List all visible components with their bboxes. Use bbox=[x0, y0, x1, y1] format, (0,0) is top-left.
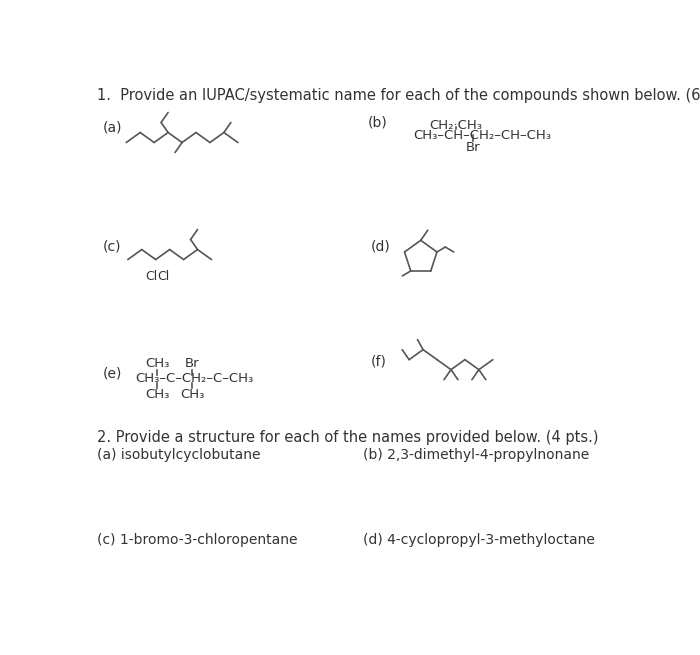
Text: (a): (a) bbox=[103, 120, 122, 134]
Text: Br: Br bbox=[185, 357, 200, 370]
Text: (a) isobutylcyclobutane: (a) isobutylcyclobutane bbox=[97, 448, 260, 462]
Text: CH₂·CH₃: CH₂·CH₃ bbox=[429, 119, 482, 132]
Text: (b): (b) bbox=[368, 115, 388, 130]
Text: CH₃: CH₃ bbox=[145, 388, 169, 401]
Text: 2. Provide a structure for each of the names provided below. (4 pts.): 2. Provide a structure for each of the n… bbox=[97, 430, 598, 445]
Text: CH₃: CH₃ bbox=[180, 388, 204, 401]
Text: 1.  Provide an IUPAC/systematic name for each of the compounds shown below. (6 p: 1. Provide an IUPAC/systematic name for … bbox=[97, 88, 700, 103]
Text: CH₃–CH–CH₂–CH–CH₃: CH₃–CH–CH₂–CH–CH₃ bbox=[413, 129, 551, 142]
Text: (b) 2,3-dimethyl-4-propylnonane: (b) 2,3-dimethyl-4-propylnonane bbox=[363, 448, 589, 462]
Text: (d): (d) bbox=[370, 240, 390, 253]
Text: (d) 4-cyclopropyl-3-methyloctane: (d) 4-cyclopropyl-3-methyloctane bbox=[363, 533, 594, 547]
Text: CH₃–C–CH₂–C–CH₃: CH₃–C–CH₂–C–CH₃ bbox=[136, 373, 254, 385]
Text: Br: Br bbox=[466, 141, 480, 154]
Text: CH₃: CH₃ bbox=[145, 357, 169, 370]
Text: (e): (e) bbox=[103, 367, 122, 381]
Text: Cl: Cl bbox=[158, 271, 169, 284]
Text: Cl: Cl bbox=[145, 271, 157, 284]
Text: (c): (c) bbox=[103, 240, 122, 253]
Text: (c) 1-bromo-3-chloropentane: (c) 1-bromo-3-chloropentane bbox=[97, 533, 298, 547]
Text: (f): (f) bbox=[370, 355, 386, 369]
